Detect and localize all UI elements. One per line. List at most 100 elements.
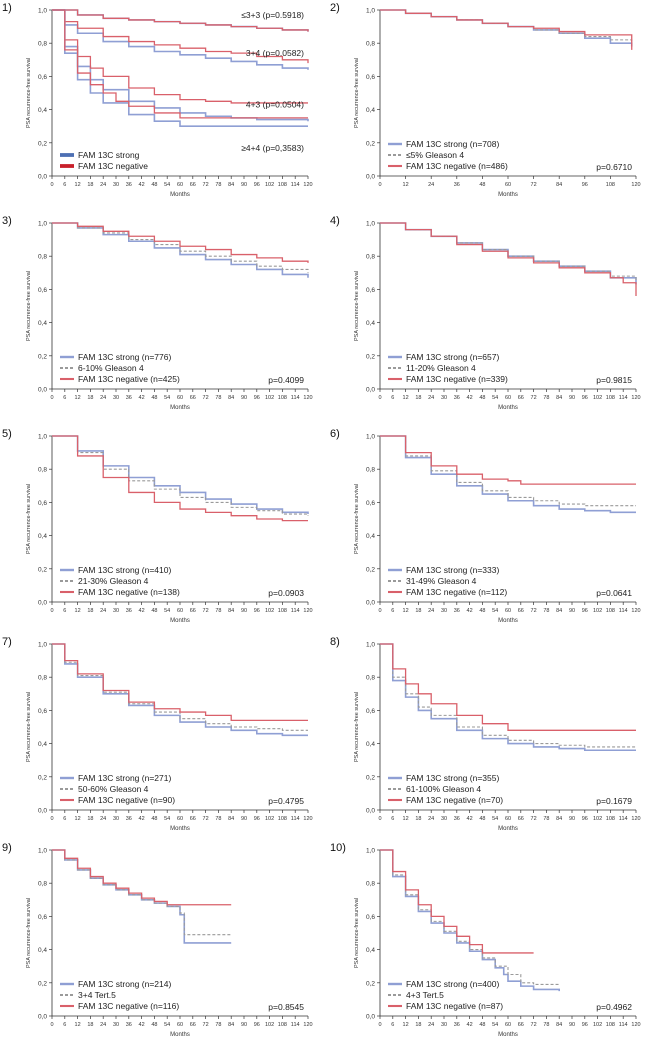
x-tick-label: 12 <box>403 182 409 188</box>
x-tick-label: 72 <box>203 608 209 614</box>
group-annotation: ≤3+3 (p=0.5918) <box>241 10 304 20</box>
x-tick-label: 108 <box>606 1022 615 1028</box>
x-tick-label: 0 <box>378 182 381 188</box>
x-tick-label: 42 <box>139 182 145 188</box>
y-tick-label: 0,6 <box>366 708 375 715</box>
km-plot-10: 0,0 0,2 0,4 0,6 0,8 1,0 0 6 12 18 24 30 36 42 48 54 60 66… <box>354 848 641 1039</box>
p-value-label: p=0.1679 <box>596 796 632 806</box>
legend-label: FAM 13C strong (n=657) <box>406 352 499 362</box>
y-tick-label: 1,0 <box>38 221 47 228</box>
x-tick-label: 90 <box>569 816 575 822</box>
legend-label: 11-20% Gleason 4 <box>406 363 476 373</box>
survival-curve <box>380 643 636 731</box>
panel-label-5: 5) <box>2 428 12 440</box>
survival-curve <box>52 849 232 936</box>
y-axis-title: PSA recurrence-free survival <box>354 484 360 554</box>
y-tick-label: 0,8 <box>38 41 47 48</box>
y-tick-label: 0,4 <box>38 107 47 114</box>
x-tick-label: 12 <box>403 816 409 822</box>
x-tick-label: 12 <box>75 608 81 614</box>
x-tick-label: 108 <box>606 816 615 822</box>
survival-curve <box>52 222 309 263</box>
survival-curve <box>380 643 636 752</box>
x-tick-label: 24 <box>100 608 106 614</box>
p-value-label: p=0.6710 <box>596 162 632 172</box>
x-tick-label: 24 <box>428 395 434 401</box>
x-tick-label: 48 <box>151 816 157 822</box>
x-tick-label: 84 <box>228 395 234 401</box>
x-tick-label: 36 <box>126 1022 132 1028</box>
y-tick-label: 0,0 <box>366 1014 375 1021</box>
y-tick-label: 0,0 <box>366 808 375 815</box>
x-tick-label: 60 <box>177 182 183 188</box>
x-tick-label: 120 <box>303 608 312 614</box>
legend-label: FAM 13C strong (n=708) <box>406 139 499 149</box>
legend-label: ≤5% Gleason 4 <box>406 150 464 160</box>
legend-label: FAM 13C strong (n=355) <box>406 773 499 783</box>
legend-label: FAM 13C negative (n=425) <box>78 374 180 384</box>
group-annotation: 3+4 (p=0.0582) <box>246 48 304 58</box>
y-tick-label: 0,4 <box>366 320 375 327</box>
x-axis-title: Months <box>170 192 190 198</box>
y-tick-label: 0,0 <box>366 600 375 607</box>
x-tick-label: 66 <box>190 1022 196 1028</box>
y-tick-label: 0,6 <box>366 287 375 294</box>
km-plot-9: 0,0 0,2 0,4 0,6 0,8 1,0 0 6 12 18 24 30 36 42 48 54 60 66… <box>26 848 313 1039</box>
y-tick-label: 0,8 <box>366 467 375 474</box>
y-tick-label: 0,0 <box>38 808 47 815</box>
x-tick-label: 84 <box>556 816 562 822</box>
survival-curve <box>380 9 633 50</box>
x-tick-label: 60 <box>505 1022 511 1028</box>
km-panel-4: 0,0 0,2 0,4 0,6 0,8 1,0 0 6 12 18 24 30 36 42 48 54 60 66… <box>328 213 648 418</box>
y-tick-label: 0,2 <box>38 353 47 360</box>
x-tick-label: 12 <box>403 395 409 401</box>
x-tick-label: 90 <box>241 182 247 188</box>
panel-label-10: 10) <box>330 842 346 854</box>
y-tick-label: 0,8 <box>366 254 375 261</box>
p-value-label: p=0.4962 <box>596 1002 632 1012</box>
km-panel-3: 0,0 0,2 0,4 0,6 0,8 1,0 0 6 12 18 24 30 36 42 48 54 60 66… <box>0 213 320 418</box>
x-tick-label: 30 <box>113 608 119 614</box>
y-tick-label: 1,0 <box>366 642 375 649</box>
x-tick-label: 54 <box>164 182 170 188</box>
x-tick-label: 66 <box>518 608 524 614</box>
x-tick-label: 102 <box>593 1022 602 1028</box>
legend-label: 21-30% Gleason 4 <box>78 576 149 586</box>
x-tick-label: 102 <box>265 182 274 188</box>
x-tick-label: 96 <box>254 608 260 614</box>
x-tick-label: 24 <box>428 816 434 822</box>
x-tick-label: 90 <box>241 608 247 614</box>
survival-curve <box>380 435 636 507</box>
x-axis-title: Months <box>498 192 518 198</box>
x-tick-label: 36 <box>126 816 132 822</box>
x-axis-title: Months <box>170 826 190 832</box>
x-tick-label: 90 <box>569 1022 575 1028</box>
km-panel-5: 0,0 0,2 0,4 0,6 0,8 1,0 0 6 12 18 24 30 36 42 48 54 60 66… <box>0 426 320 631</box>
x-tick-label: 12 <box>75 816 81 822</box>
panel-label-7: 7) <box>2 636 12 648</box>
x-tick-label: 18 <box>87 1022 93 1028</box>
x-tick-label: 72 <box>203 1022 209 1028</box>
x-tick-label: 48 <box>151 1022 157 1028</box>
x-tick-label: 66 <box>190 182 196 188</box>
survival-curve <box>52 849 232 906</box>
survival-curve <box>52 435 309 516</box>
x-tick-label: 108 <box>278 816 287 822</box>
x-tick-label: 0 <box>50 816 53 822</box>
x-tick-label: 0 <box>50 182 53 188</box>
x-tick-label: 48 <box>479 816 485 822</box>
x-tick-label: 18 <box>87 816 93 822</box>
survival-curve <box>380 435 636 485</box>
y-tick-label: 0,2 <box>366 980 375 987</box>
x-axis-title: Months <box>170 1032 190 1038</box>
x-tick-label: 102 <box>593 395 602 401</box>
x-tick-label: 72 <box>203 395 209 401</box>
km-plot-3: 0,0 0,2 0,4 0,6 0,8 1,0 0 6 12 18 24 30 36 42 48 54 60 66… <box>26 221 313 412</box>
x-tick-label: 36 <box>126 182 132 188</box>
km-plot-2: 0,0 0,2 0,4 0,6 0,8 1,0 0 12 24 36 48 60 72 84 96 108 12… <box>354 8 641 199</box>
y-axis-title: PSA recurrence-free survival <box>26 484 32 554</box>
survival-curve <box>52 9 309 70</box>
legend-label: 4+3 Tert.5 <box>406 990 444 1000</box>
x-tick-label: 108 <box>278 608 287 614</box>
x-tick-label: 108 <box>278 182 287 188</box>
